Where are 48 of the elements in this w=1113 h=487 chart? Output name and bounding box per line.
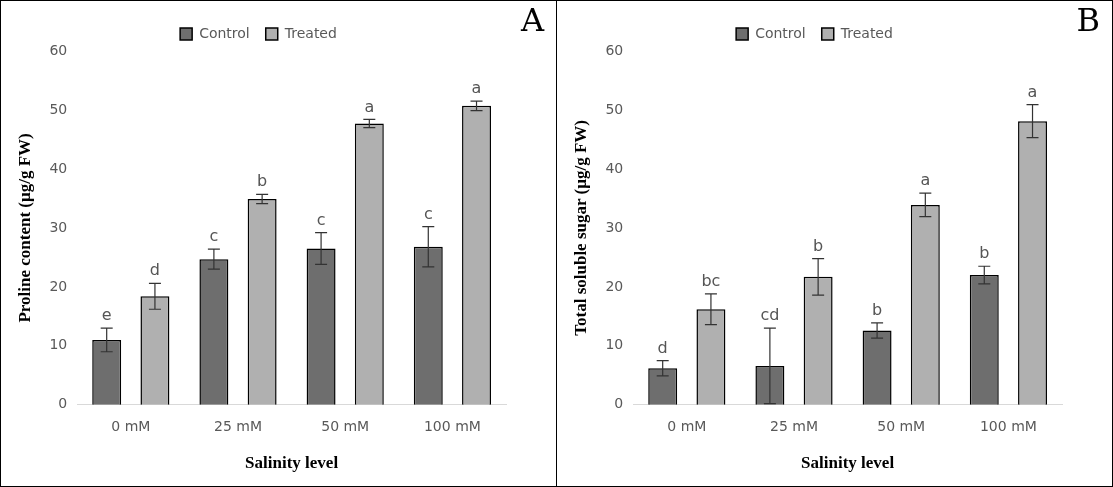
annotation: d <box>657 337 668 357</box>
x-axis-title: Salinity level <box>245 453 339 473</box>
legend-label: Treated <box>839 24 893 41</box>
y-tick-label: 10 <box>49 336 68 353</box>
annotation: bc <box>701 271 721 291</box>
y-tick-label: 40 <box>49 159 68 176</box>
y-tick-label: 30 <box>49 218 68 235</box>
x-tick-label: 100 mM <box>979 417 1037 434</box>
y-axis-title: Proline content (µg/g FW) <box>14 133 34 323</box>
annotation: d <box>149 260 161 280</box>
annotation: b <box>257 171 268 191</box>
y-tick-label: 50 <box>49 100 68 117</box>
x-tick-label: 50 mM <box>321 417 370 434</box>
y-axis-title: Total soluble sugar (µg/g FW) <box>570 120 590 336</box>
annotation: b <box>872 299 883 319</box>
y-tick-label: 20 <box>605 277 624 294</box>
y-tick-label: 40 <box>605 159 624 176</box>
y-tick-label: 0 <box>58 395 68 412</box>
y-tick-label: 10 <box>605 336 624 353</box>
y-tick-label: 20 <box>49 277 68 294</box>
annotation: c <box>209 226 219 246</box>
annotation: a <box>920 170 931 190</box>
x-tick-label: 50 mM <box>877 417 926 434</box>
x-tick-label: 25 mM <box>214 417 262 434</box>
x-tick-label: 25 mM <box>770 417 818 434</box>
annotation: b <box>813 235 824 255</box>
x-tick-label: 100 mM <box>423 417 481 434</box>
y-tick-label: 60 <box>605 41 624 58</box>
legend-label: Control <box>755 24 806 41</box>
annotation: c <box>423 203 433 223</box>
annotation: cd <box>760 305 780 325</box>
annotation: b <box>979 243 990 263</box>
legend-label: Treated <box>283 24 337 41</box>
y-tick-label: 50 <box>605 100 624 117</box>
x-tick-label: 0 mM <box>667 417 707 434</box>
x-axis-title: Salinity level <box>801 453 895 473</box>
annotation: a <box>471 78 482 98</box>
annotation: a <box>364 96 375 116</box>
y-tick-label: 60 <box>49 41 68 58</box>
annotation: c <box>316 209 326 229</box>
y-tick-label: 0 <box>614 395 624 412</box>
annotation: e <box>101 305 112 325</box>
x-tick-label: 0 mM <box>111 417 151 434</box>
legend-label: Control <box>199 24 250 41</box>
text: A <box>519 1 545 40</box>
annotation: a <box>1027 81 1038 101</box>
text: B <box>1076 1 1100 40</box>
y-tick-label: 30 <box>605 218 624 235</box>
